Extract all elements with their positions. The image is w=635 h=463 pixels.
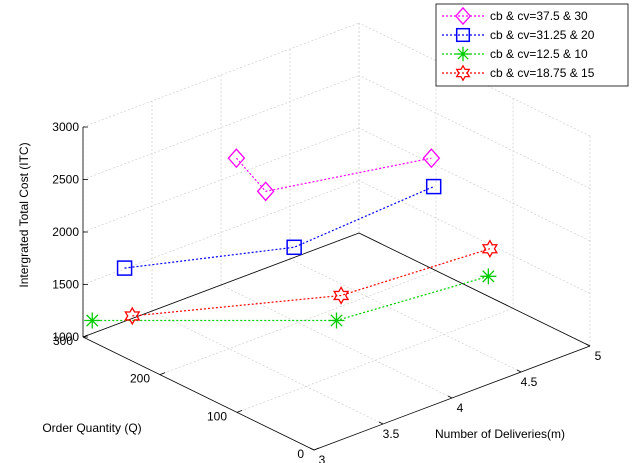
data-point-square bbox=[116, 260, 133, 276]
y-tick-label: 300 bbox=[53, 334, 73, 348]
legend-entry: cb & cv=37.5 & 30 bbox=[442, 6, 588, 26]
series-1 bbox=[227, 148, 441, 202]
z-tick-label: 2500 bbox=[52, 173, 79, 187]
legend-hexagram-icon bbox=[455, 64, 471, 82]
y-tick-mark bbox=[236, 409, 243, 413]
floor-grid-line bbox=[220, 284, 453, 399]
z-tick-label: 3000 bbox=[52, 120, 79, 134]
legend-label: cb & cv=31.25 & 20 bbox=[490, 28, 595, 42]
series-2 bbox=[116, 178, 442, 276]
legend-asterisk-icon bbox=[455, 46, 471, 62]
axes-panes bbox=[82, 22, 591, 451]
z-tick-label: 1500 bbox=[52, 278, 79, 292]
data-point-diamond bbox=[422, 148, 441, 169]
series-4 bbox=[124, 239, 498, 326]
data-point-diamond bbox=[256, 181, 275, 202]
y-tick-label: 0 bbox=[297, 447, 304, 461]
y-axis-label: Order Quantity (Q) bbox=[42, 421, 141, 435]
x-tick-label: 4 bbox=[457, 401, 464, 415]
axis-labels: Number of Deliveries(m) Order Quantity (… bbox=[17, 142, 565, 441]
legend-entry: cb & cv=31.25 & 20 bbox=[442, 27, 595, 43]
x-tick-mark bbox=[516, 369, 522, 373]
z-tick-label: 1000 bbox=[52, 330, 79, 344]
y-tick-mark bbox=[313, 447, 320, 451]
data-point-hexagram bbox=[481, 239, 498, 259]
legend-diamond-icon bbox=[454, 6, 472, 26]
x-axis-label: Number of Deliveries(m) bbox=[435, 427, 565, 441]
sidewall-grid-line bbox=[358, 127, 591, 242]
x-tick-label: 4.5 bbox=[521, 375, 538, 389]
data-point-diamond bbox=[227, 148, 246, 169]
floor-grid-line bbox=[236, 308, 514, 413]
series-line bbox=[124, 186, 434, 269]
backwall-grid-line bbox=[82, 127, 360, 233]
axis-line bbox=[82, 336, 315, 451]
floor-grid-line bbox=[289, 258, 522, 373]
y-tick-label: 100 bbox=[207, 409, 227, 423]
x-tick-label: 3.5 bbox=[383, 427, 400, 441]
x-tick-mark bbox=[585, 343, 591, 347]
data-series bbox=[84, 148, 498, 329]
axis-line bbox=[358, 232, 591, 347]
x-tick-mark bbox=[447, 395, 453, 399]
x-tick-label: 3 bbox=[319, 453, 326, 463]
y-tick-label: 200 bbox=[130, 372, 150, 386]
x-tick-mark bbox=[378, 421, 384, 425]
legend-label: cb & cv=12.5 & 10 bbox=[490, 47, 588, 61]
data-point-asterisk bbox=[84, 312, 101, 329]
legend-entry: cb & cv=18.75 & 15 bbox=[442, 64, 595, 82]
z-tick-label: 2000 bbox=[52, 225, 79, 239]
legend-label: cb & cv=37.5 & 30 bbox=[490, 9, 588, 23]
data-point-square bbox=[425, 178, 442, 195]
series-3 bbox=[84, 268, 497, 329]
legend-label: cb & cv=18.75 & 15 bbox=[490, 66, 595, 80]
backwall-grid-line bbox=[82, 75, 360, 180]
backwall-grid-line bbox=[82, 22, 360, 128]
data-point-square bbox=[286, 239, 302, 256]
data-point-asterisk bbox=[480, 268, 497, 285]
legend-square-icon bbox=[455, 27, 471, 43]
floor-grid-line bbox=[151, 310, 384, 425]
series-line bbox=[235, 157, 432, 193]
series-line bbox=[132, 248, 491, 317]
z-axis-label: Intergrated Total Cost (ITC) bbox=[17, 142, 31, 287]
data-point-hexagram bbox=[333, 286, 350, 305]
legend-entry: cb & cv=12.5 & 10 bbox=[442, 46, 588, 62]
x-tick-label: 5 bbox=[595, 349, 602, 363]
y-tick-mark bbox=[159, 372, 166, 376]
data-point-hexagram bbox=[124, 306, 141, 326]
sidewall-grid-line bbox=[358, 75, 591, 189]
legend: cb & cv=37.5 & 30 cb & cv=31.25 & 20 cb & … bbox=[435, 3, 629, 87]
floor-grid-line bbox=[159, 270, 437, 375]
sidewall-grid-line bbox=[358, 180, 591, 294]
x-tick-mark bbox=[309, 447, 315, 451]
data-point-asterisk bbox=[328, 312, 345, 329]
